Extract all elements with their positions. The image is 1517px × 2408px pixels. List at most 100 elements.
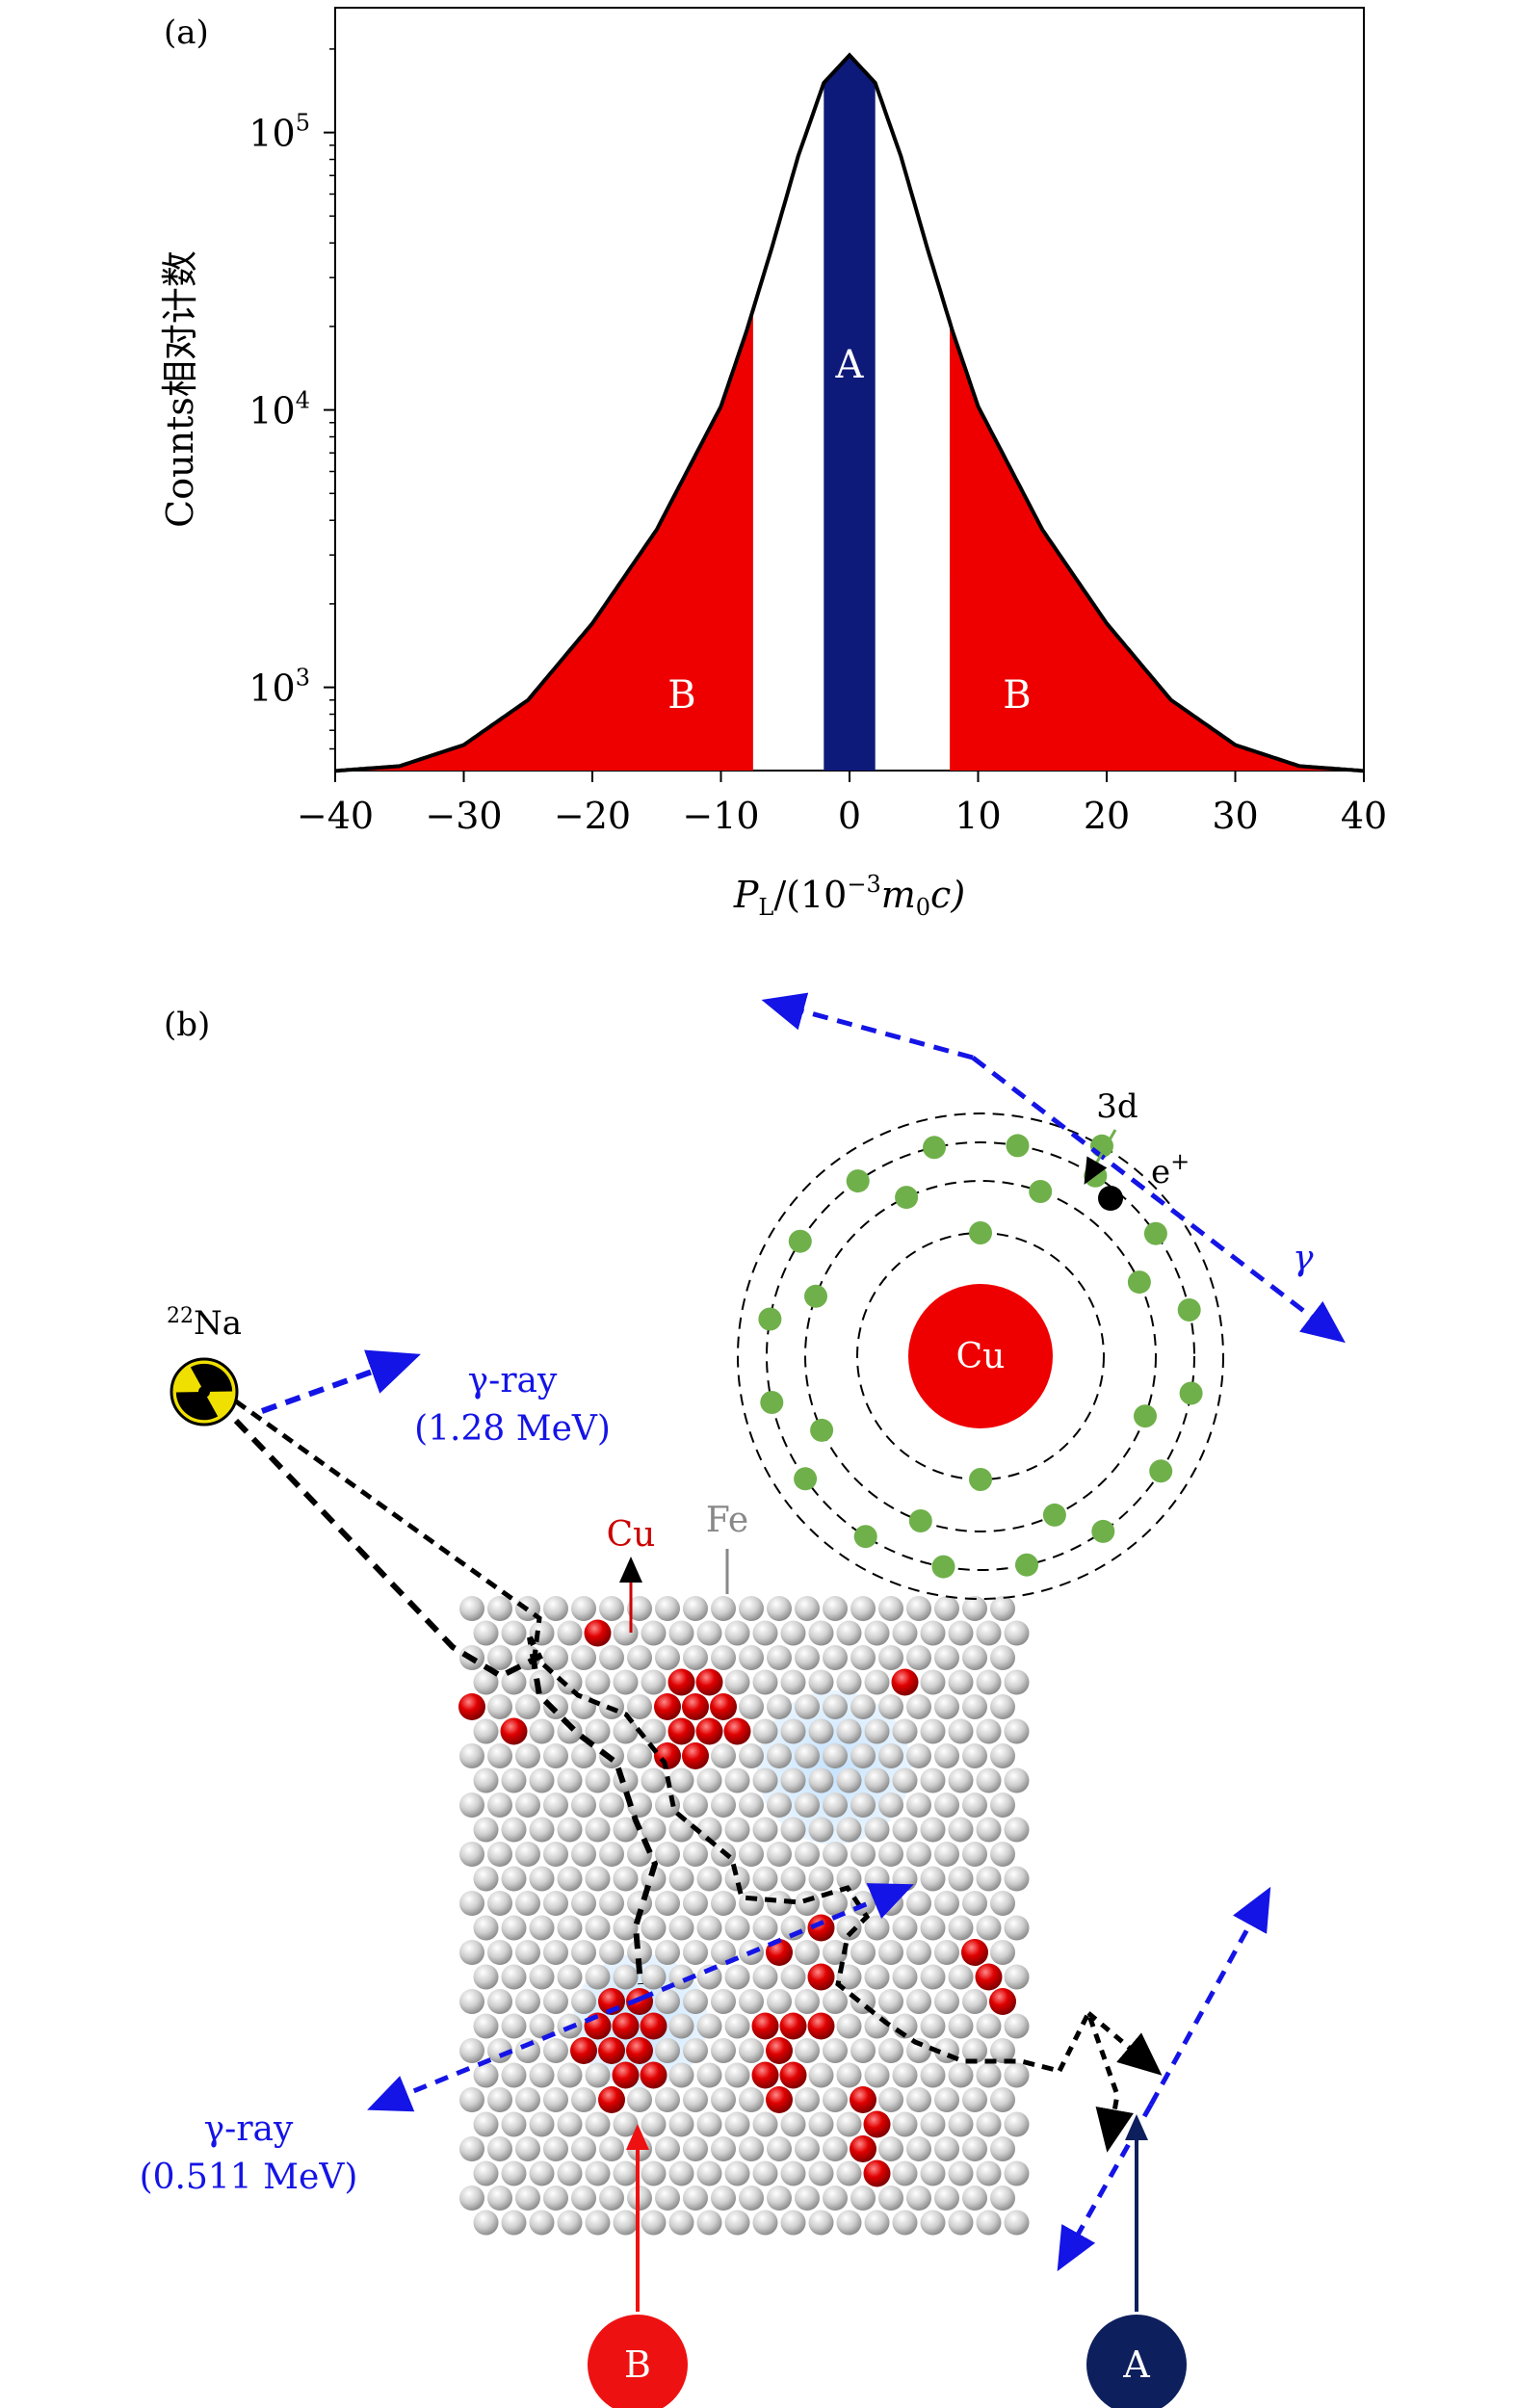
fe-atom: [473, 2111, 499, 2137]
fe-atom: [683, 1793, 708, 1818]
electron: [1143, 1221, 1167, 1245]
fe-atom: [878, 1842, 903, 1867]
cu-atom: [850, 2086, 876, 2113]
fe-atom: [529, 2160, 555, 2186]
fe-atom: [892, 2210, 918, 2236]
prompt-gamma-arrow: [260, 1349, 421, 1414]
fe-atom: [795, 1989, 820, 2014]
cu-atom: [766, 2037, 793, 2064]
cu-atom: [863, 2159, 891, 2187]
x-label-mid: /(10: [773, 874, 847, 916]
cu-atom: [682, 1693, 709, 1720]
fe-atom: [795, 1891, 820, 1916]
fe-atom: [724, 1620, 750, 1646]
fe-atom: [934, 1694, 959, 1719]
fe-atom: [696, 2111, 722, 2137]
fe-atom: [795, 2186, 820, 2211]
fe-atom: [571, 1793, 596, 1818]
cu-atom: [682, 1742, 709, 1769]
fe-atom: [459, 1940, 484, 1965]
fe-atom: [976, 1866, 1002, 1892]
fe-atom: [529, 1964, 555, 1990]
annihilation-gamma-label-1: γ-ray: [204, 2109, 294, 2149]
fe-atom: [571, 1989, 596, 2014]
fe-atom: [850, 2038, 876, 2063]
fe-atom: [976, 1620, 1002, 1646]
cu-atom: [850, 2135, 876, 2162]
fe-atom: [585, 1669, 611, 1695]
fe-atom: [501, 1964, 527, 1990]
fe-atom: [990, 1645, 1015, 1670]
fe-atom: [473, 2062, 499, 2088]
fe-atom: [934, 1596, 959, 1621]
fe-atom: [850, 1694, 876, 1719]
fe-atom: [836, 2160, 862, 2186]
fe-atom: [585, 1964, 611, 1990]
fe-atom: [557, 2210, 583, 2236]
fe-atom: [850, 1645, 876, 1670]
fe-atom: [501, 2160, 527, 2186]
fe-atom: [696, 1964, 722, 1990]
fe-atom: [836, 1718, 862, 1744]
fe-atom: [780, 2111, 806, 2137]
fe-atom: [850, 2186, 876, 2211]
cu-atom: [500, 1717, 528, 1745]
fe-atom: [920, 1620, 946, 1646]
electron: [760, 1391, 784, 1414]
fe-atom: [641, 2111, 667, 2137]
fe-atom: [613, 2160, 639, 2186]
fe-atom: [515, 1989, 540, 2014]
fe-atom: [627, 1793, 652, 1818]
fe-atom: [655, 2087, 680, 2112]
annihilation-gamma-a: [1148, 1886, 1271, 2107]
cu-atom: [598, 2037, 625, 2064]
fe-atom: [613, 1866, 639, 1892]
fe-atom: [962, 2136, 987, 2161]
fe-atom: [655, 1645, 680, 1670]
shell-4: [737, 1112, 1224, 1600]
cu-atom: [975, 1963, 1003, 1991]
fe-atom: [1004, 1915, 1030, 1941]
fe-atom: [487, 1940, 512, 1965]
fe-atom: [823, 1842, 848, 1867]
fe-atom: [1004, 1767, 1030, 1793]
fe-atom: [613, 2111, 639, 2137]
fe-atom: [487, 1645, 512, 1670]
fe-atom: [906, 2186, 931, 2211]
fe-atom: [473, 2210, 499, 2236]
fe-atom: [571, 2186, 596, 2211]
fe-atom: [501, 1767, 527, 1793]
annihilation-gamma-label-2: (0.511 MeV): [140, 2158, 358, 2197]
fe-atom: [864, 1866, 890, 1892]
fe-atom: [864, 1669, 890, 1695]
electron: [1177, 1298, 1201, 1322]
fe-atom: [934, 1989, 959, 2014]
fe-atom: [780, 2160, 806, 2186]
fe-atom: [515, 1793, 540, 1818]
fe-atom: [823, 1989, 848, 2014]
fe-atom: [529, 2111, 555, 2137]
fe-atom: [962, 1891, 987, 1916]
fe-atom: [711, 2087, 736, 2112]
fe-atom: [599, 1645, 624, 1670]
fe-atom: [767, 1842, 792, 1867]
fe-atom: [599, 1793, 624, 1818]
fe-atom: [767, 1793, 792, 1818]
y-tick-label: 104: [248, 387, 310, 432]
fe-atom: [795, 2136, 820, 2161]
fe-atom: [459, 2038, 484, 2063]
fe-atom: [948, 2160, 974, 2186]
fe-atom: [585, 2111, 611, 2137]
electron: [969, 1221, 992, 1244]
fe-atom: [976, 1915, 1002, 1941]
fe-atom: [571, 2087, 596, 2112]
fe-atom: [920, 1866, 946, 1892]
cu-nucleus-label: Cu: [956, 1337, 1006, 1376]
fe-atom: [739, 1842, 764, 1867]
fe-atom: [808, 2111, 834, 2137]
fe-atom: [990, 1891, 1015, 1916]
fe-atom: [808, 1620, 834, 1646]
fe-atom: [571, 1596, 596, 1621]
region-b-right-label: B: [1003, 673, 1031, 718]
